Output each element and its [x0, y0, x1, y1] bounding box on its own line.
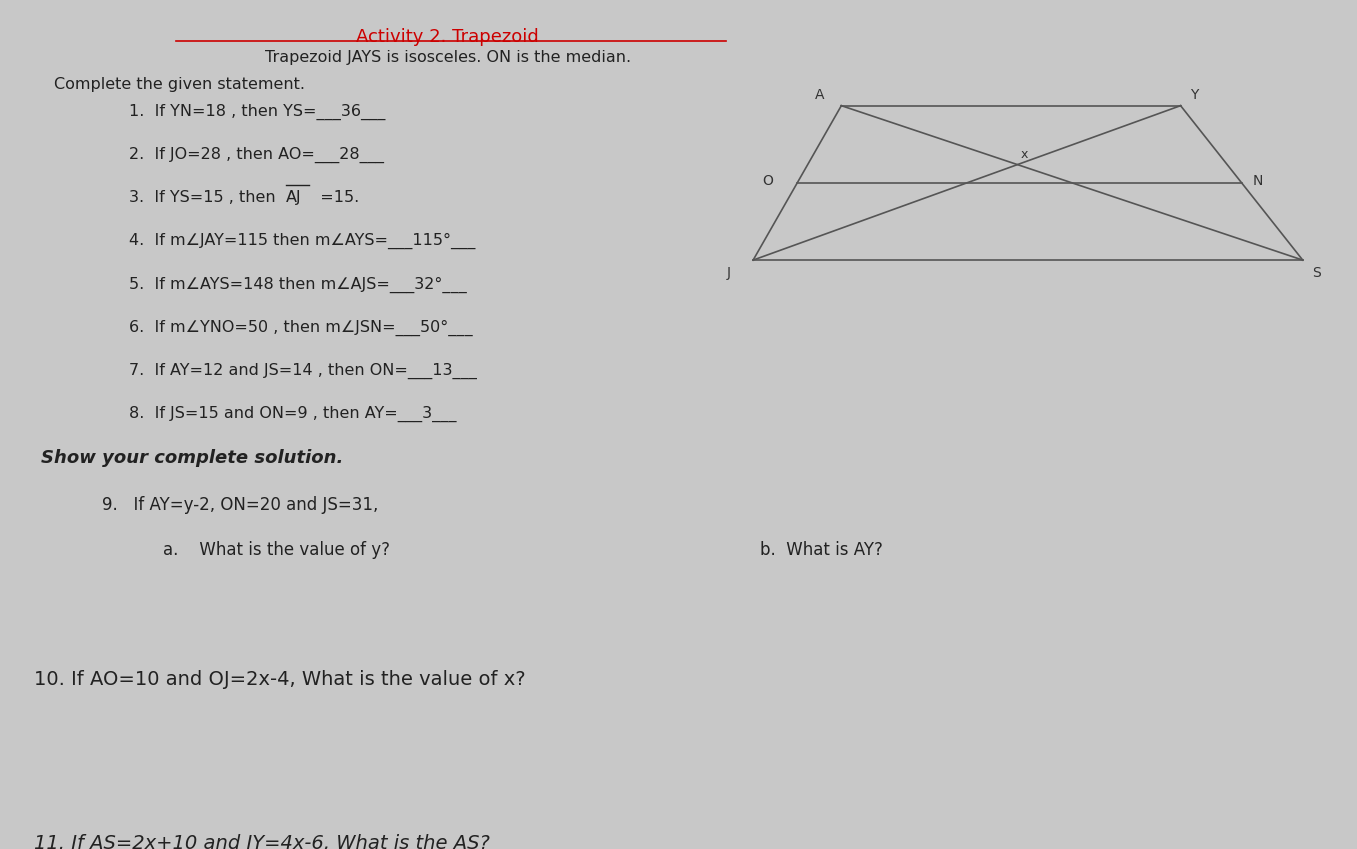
Text: Y: Y	[1190, 88, 1198, 102]
Text: 10. If AO=10 and OJ=2x-4, What is the value of x?: 10. If AO=10 and OJ=2x-4, What is the va…	[34, 671, 525, 689]
Text: 2.  If JO=28 , then AO=___28___: 2. If JO=28 , then AO=___28___	[129, 147, 384, 163]
Text: 7.  If AY=12 and JS=14 , then ON=___13___: 7. If AY=12 and JS=14 , then ON=___13___	[129, 363, 476, 379]
Text: Show your complete solution.: Show your complete solution.	[41, 448, 343, 467]
Text: 5.  If m∠AYS=148 then m∠AJS=___32°___: 5. If m∠AYS=148 then m∠AJS=___32°___	[129, 276, 467, 293]
Text: J: J	[727, 266, 730, 280]
Text: A: A	[814, 88, 825, 102]
Text: x: x	[1020, 148, 1027, 160]
Text: 11. If AS=2x+10 and JY=4x-6, What is the AS?: 11. If AS=2x+10 and JY=4x-6, What is the…	[34, 835, 490, 849]
Text: 9.   If AY=y-2, ON=20 and JS=31,: 9. If AY=y-2, ON=20 and JS=31,	[102, 496, 379, 514]
Text: 3.  If YS=15 , then: 3. If YS=15 , then	[129, 190, 281, 205]
Text: 4.  If m∠JAY=115 then m∠AYS=___115°___: 4. If m∠JAY=115 then m∠AYS=___115°___	[129, 233, 475, 250]
Text: b.  What is AY?: b. What is AY?	[760, 542, 883, 559]
Text: Activity 2. Trapezoid: Activity 2. Trapezoid	[357, 29, 539, 47]
Text: a.    What is the value of y?: a. What is the value of y?	[163, 542, 389, 559]
Text: 1.  If YN=18 , then YS=___36___: 1. If YN=18 , then YS=___36___	[129, 104, 385, 121]
Text: S: S	[1312, 266, 1320, 280]
Text: Complete the given statement.: Complete the given statement.	[54, 77, 305, 93]
Text: AJ: AJ	[286, 190, 303, 205]
Text: Trapezoid JAYS is isosceles. ON is the median.: Trapezoid JAYS is isosceles. ON is the m…	[265, 50, 631, 65]
Text: N: N	[1253, 174, 1263, 188]
Text: 6.  If m∠YNO=50 , then m∠JSN=___50°___: 6. If m∠YNO=50 , then m∠JSN=___50°___	[129, 319, 472, 335]
Text: O: O	[761, 174, 773, 188]
Text: 8.  If JS=15 and ON=9 , then AY=___3___: 8. If JS=15 and ON=9 , then AY=___3___	[129, 406, 456, 422]
Text: =15.: =15.	[311, 190, 360, 205]
